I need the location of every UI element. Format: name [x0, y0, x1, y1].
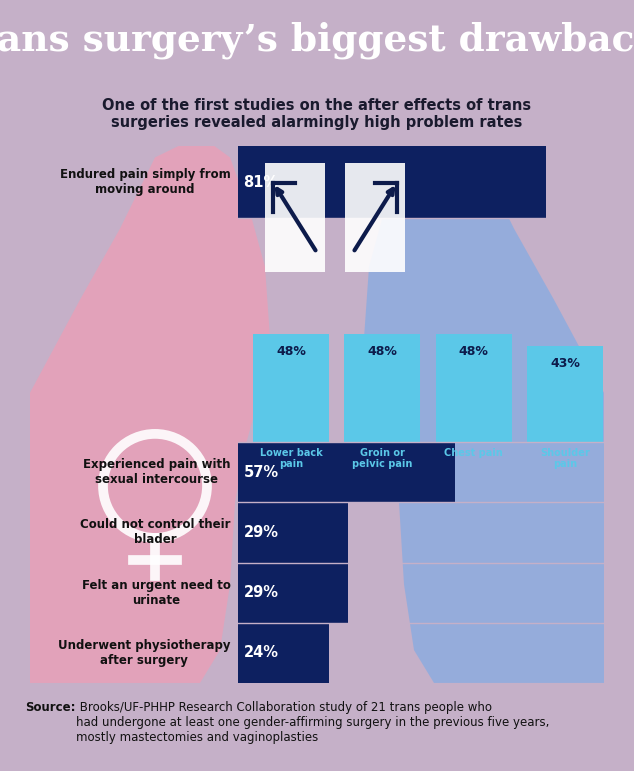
Text: Could not control their
blader: Could not control their blader — [80, 518, 231, 547]
Text: 48%: 48% — [458, 345, 489, 359]
Text: Trans surgery’s biggest drawbacks: Trans surgery’s biggest drawbacks — [0, 22, 634, 59]
Text: Lower back
pain: Lower back pain — [260, 447, 322, 470]
Text: Felt an urgent need to
urinate: Felt an urgent need to urinate — [82, 578, 231, 607]
Text: Source:: Source: — [25, 702, 76, 714]
Bar — [238, 442, 455, 503]
Text: Chest pain: Chest pain — [444, 447, 503, 457]
Bar — [253, 335, 329, 442]
Text: 48%: 48% — [367, 345, 398, 359]
Text: One of the first studies on the after effects of trans
surgeries revealed alarmi: One of the first studies on the after ef… — [103, 97, 531, 130]
Text: 29%: 29% — [243, 585, 278, 600]
Text: Underwent physiotherapy
after surgery: Underwent physiotherapy after surgery — [58, 639, 231, 667]
Bar — [344, 335, 420, 442]
Bar — [238, 563, 348, 623]
Text: Groin or
pelvic pain: Groin or pelvic pain — [352, 447, 413, 470]
Bar — [265, 163, 325, 272]
Bar — [345, 163, 405, 272]
Bar — [436, 335, 512, 442]
Text: 81%: 81% — [243, 174, 279, 190]
Text: 24%: 24% — [243, 645, 278, 660]
Text: 57%: 57% — [243, 465, 278, 480]
Text: Shoulder
pain: Shoulder pain — [540, 447, 590, 470]
Text: 29%: 29% — [243, 525, 278, 540]
Text: 43%: 43% — [550, 356, 580, 369]
Text: Endured pain simply from
moving around: Endured pain simply from moving around — [60, 168, 231, 196]
Bar — [238, 623, 329, 683]
Polygon shape — [364, 136, 604, 683]
Polygon shape — [30, 136, 270, 683]
Bar — [527, 345, 603, 442]
Text: 48%: 48% — [276, 345, 306, 359]
Bar — [238, 503, 348, 563]
Text: Experienced pain with
sexual intercourse: Experienced pain with sexual intercourse — [83, 458, 231, 487]
Text: Brooks/UF-PHHP Research Collaboration study of 21 trans people who
had undergone: Brooks/UF-PHHP Research Collaboration st… — [76, 702, 550, 744]
Bar — [238, 146, 546, 217]
